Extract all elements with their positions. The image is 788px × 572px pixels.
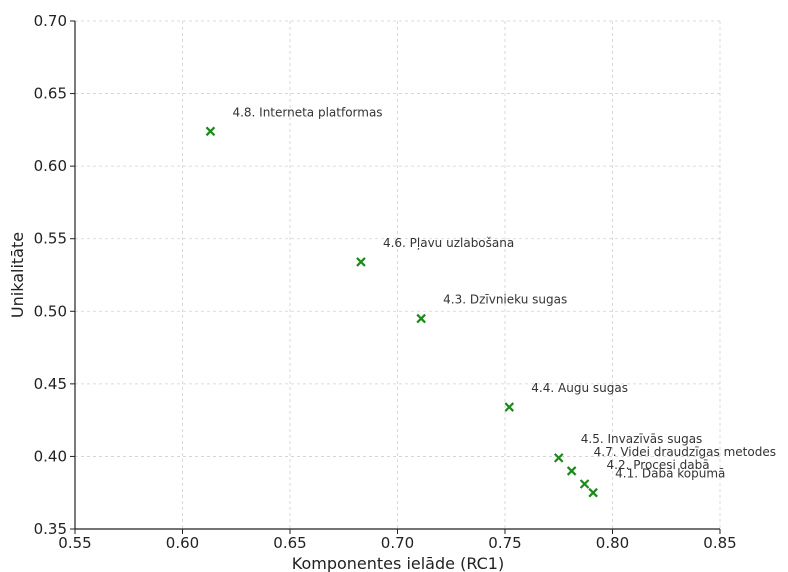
x-axis-label: Komponentes ielāde (RC1) [292,554,504,572]
data-point-marker [205,126,216,137]
marker-stroke [553,453,564,463]
y-axis-label: Unikalitāte [8,232,27,318]
marker-stroke [566,466,577,476]
axes [74,21,720,530]
data-point-label: 4.3. Dzīvnieku sugas [443,293,567,307]
y-tick-label: 0.40 [34,447,67,465]
x-tick-label: 0.75 [488,534,521,552]
y-tick-label: 0.65 [34,85,67,103]
y-tick-label: 0.50 [34,302,67,320]
y-tick-label: 0.45 [34,375,67,393]
data-point-marker [356,257,366,267]
marker-stroke [588,487,598,498]
data-point-label: 4.5. Invazīvās sugas [581,432,703,446]
grid [74,20,721,530]
data-point-marker [416,313,426,324]
data-point-label: 4.6. Pļavu uzlabošana [383,236,514,250]
data-point-marker [566,466,577,476]
marker-stroke [579,479,590,489]
data-point-marker [553,453,564,463]
data-point-marker [588,487,598,498]
marker-stroke [504,402,515,412]
x-tick-label: 0.60 [166,534,199,552]
data-point-label: 4.4. Augu sugas [531,381,628,395]
marker-stroke [356,257,366,267]
data-point-label: 4.1. Dabā kopumā [615,467,725,481]
point-labels: 4.8. Interneta platformas 4.6. Pļavu uzla… [232,105,776,480]
data-point-marker [579,479,590,489]
data-point-label: 4.2. Procesi dabā [607,458,710,472]
data-points [205,126,598,498]
data-point-label: 4.8. Interneta platformas [232,105,382,119]
marker-stroke [205,126,216,137]
x-tick-label: 0.55 [58,534,91,552]
marker-stroke [416,313,426,324]
y-tick-label: 0.55 [34,230,67,248]
x-tick-label: 0.65 [273,534,306,552]
axis-ticks: 0.55 0.60 0.65 0.70 0.75 0.80 0.85 0.35 0.40 0.45… [34,12,737,552]
y-tick-label: 0.60 [34,157,67,175]
y-tick-label: 0.70 [34,12,67,30]
data-point-label: 4.7. Videi draudzīgas metodes [594,445,776,459]
y-tick-label: 0.35 [34,520,67,538]
x-tick-label: 0.80 [596,534,629,552]
x-tick-label: 0.70 [381,534,414,552]
data-point-marker [504,402,515,412]
x-tick-label: 0.85 [703,534,736,552]
